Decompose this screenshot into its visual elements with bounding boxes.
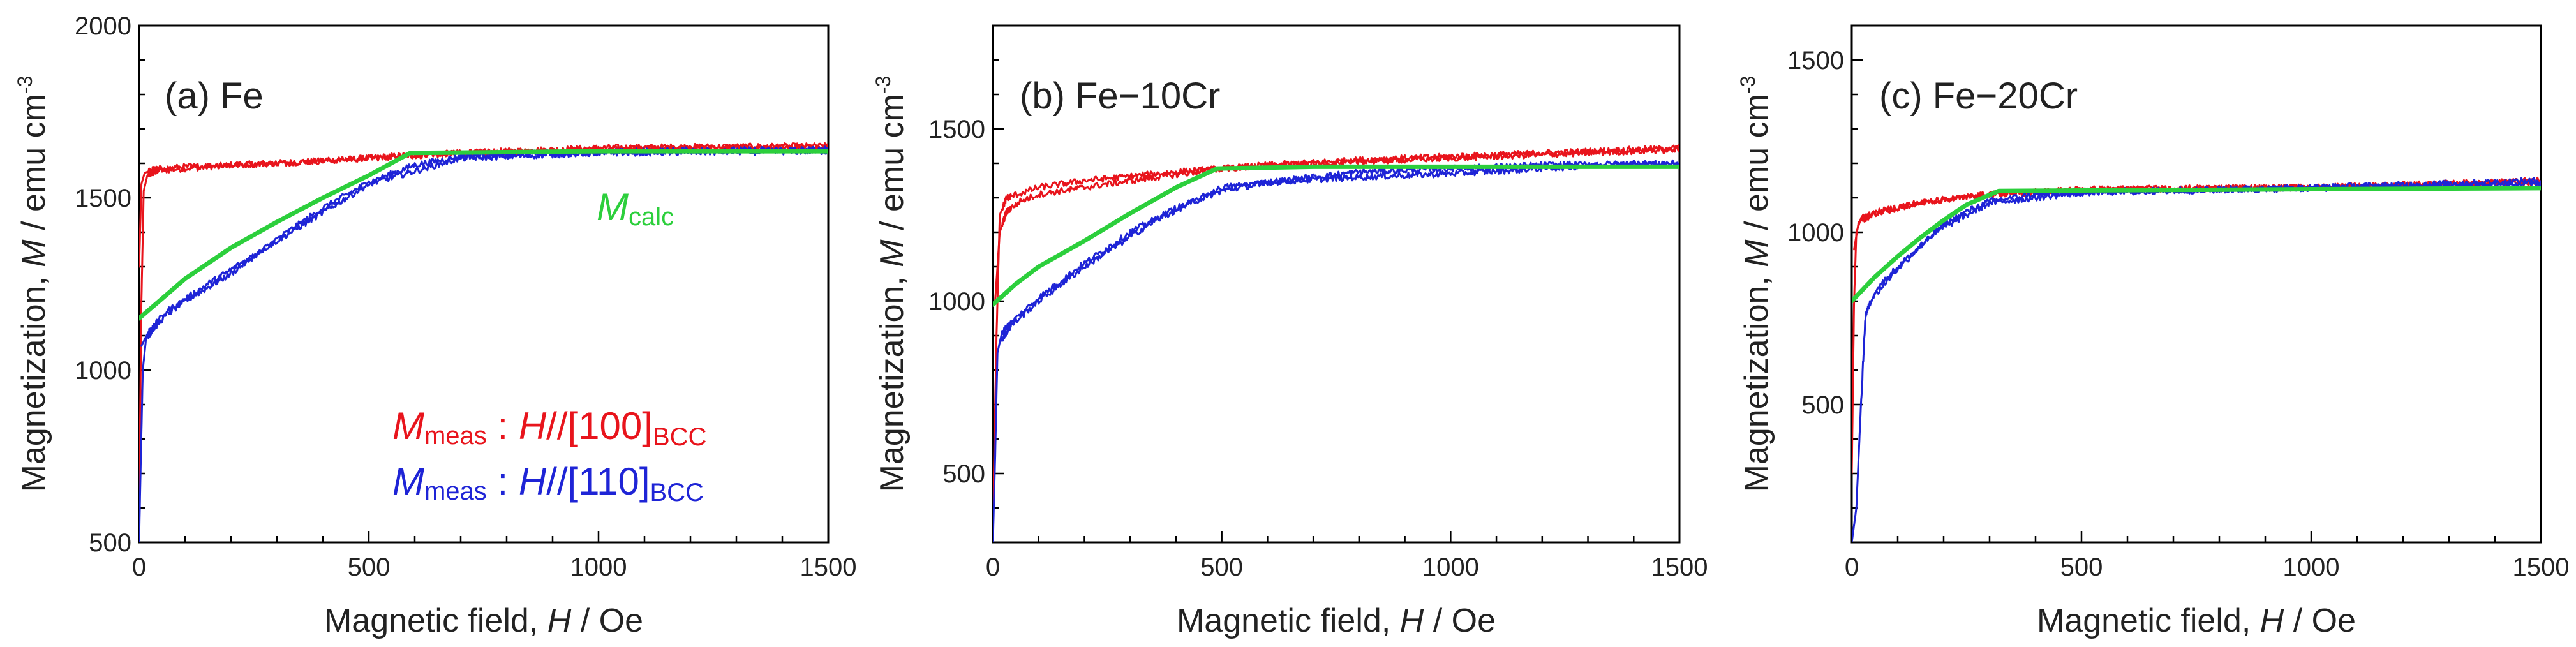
legend-meas-110-h: H bbox=[519, 460, 547, 503]
panel-b: 0 500 1000 1500 500 1000 1500 (b) Fe−10Cr Magn… bbox=[872, 24, 1708, 639]
y-tick-label: 1500 bbox=[928, 115, 985, 144]
tick-group: 0 500 1000 1500 500 1000 1500 bbox=[1787, 24, 2570, 581]
legend-entry-meas-100: Mmeas : H//[100]BCC bbox=[392, 405, 706, 451]
series-group bbox=[993, 144, 1679, 542]
series-line-red bbox=[139, 142, 828, 509]
x-tick-label: 0 bbox=[1845, 553, 1859, 581]
series-line-blue bbox=[1869, 180, 2541, 303]
series-line-blue bbox=[1852, 177, 2541, 542]
x-axis-label-unit: / Oe bbox=[571, 602, 643, 639]
series-line-green bbox=[1852, 186, 2541, 304]
x-tick-label: 500 bbox=[2060, 553, 2103, 581]
plot-frame bbox=[992, 24, 1681, 544]
legend-meas-100-symbol: M bbox=[392, 405, 424, 447]
legend-meas-110-sub: meas bbox=[424, 477, 487, 505]
y-tick-label: 1000 bbox=[928, 288, 985, 316]
y-tick-label: 1500 bbox=[1787, 47, 1844, 75]
y-tick-label: 500 bbox=[89, 529, 131, 557]
panel-label: (c) Fe−20Cr bbox=[1879, 75, 2078, 117]
x-axis-label-unit: / Oe bbox=[2284, 602, 2356, 639]
x-axis-label: Magnetic field, H / Oe bbox=[1177, 602, 1496, 639]
x-axis-label-symbol: H bbox=[547, 602, 572, 639]
x-axis-label-symbol: H bbox=[2260, 602, 2284, 639]
series-line-green bbox=[139, 149, 828, 321]
y-axis-label: Magnetization, M / emu cm-3 bbox=[1736, 76, 1775, 493]
legend-meas-100-dir: //[100] bbox=[546, 405, 653, 447]
x-tick-label: 1000 bbox=[570, 553, 627, 581]
plot-frame bbox=[1850, 24, 2542, 544]
x-axis-label: Magnetic field, H / Oe bbox=[324, 602, 643, 639]
y-tick-label: 1000 bbox=[75, 357, 131, 385]
y-axis-label-symbol: M bbox=[15, 239, 52, 267]
legend-meas-110-sep: : bbox=[487, 460, 519, 503]
series-line-red bbox=[993, 144, 1679, 526]
x-tick-label: 500 bbox=[348, 553, 391, 581]
x-tick-label: 1500 bbox=[800, 553, 857, 581]
x-tick-label: 0 bbox=[986, 553, 1000, 581]
series-line-blue bbox=[140, 147, 828, 347]
x-tick-label: 1000 bbox=[1422, 553, 1479, 581]
y-tick-label: 500 bbox=[942, 460, 985, 488]
annotation-m-calc-symbol: M bbox=[597, 186, 629, 228]
series-group bbox=[139, 142, 828, 542]
y-axis-label-exponent: -3 bbox=[872, 76, 895, 94]
series-line-blue bbox=[993, 160, 1679, 542]
y-axis-label-unit: / emu cm bbox=[1738, 94, 1775, 239]
y-axis-label: Magnetization, M / emu cm-3 bbox=[13, 76, 52, 493]
x-axis-label-symbol: H bbox=[1400, 602, 1424, 639]
y-tick-label: 500 bbox=[1801, 391, 1844, 419]
y-axis-label: Magnetization, M / emu cm-3 bbox=[872, 76, 911, 493]
legend-meas-110-dir: //[110] bbox=[546, 460, 650, 503]
legend-meas-100-sep: : bbox=[487, 405, 519, 447]
annotation-m-calc: Mcalc bbox=[597, 186, 674, 231]
x-tick-label: 500 bbox=[1200, 553, 1243, 581]
legend-meas-110-symbol: M bbox=[392, 460, 424, 503]
y-axis-label-symbol: M bbox=[1738, 239, 1775, 267]
x-axis-label-unit: / Oe bbox=[1424, 602, 1496, 639]
series-line-green bbox=[993, 164, 1679, 307]
x-axis-label-main: Magnetic field, bbox=[1177, 602, 1400, 639]
x-axis-label-main: Magnetic field, bbox=[2037, 602, 2260, 639]
y-axis-label-exponent: -3 bbox=[13, 76, 36, 94]
legend-meas-110-phase: BCC bbox=[650, 479, 704, 507]
panel-label: (a) Fe bbox=[165, 75, 264, 117]
y-tick-label: 2000 bbox=[75, 12, 131, 40]
y-axis-label-exponent: -3 bbox=[1736, 76, 1759, 94]
y-axis-label-unit: / emu cm bbox=[874, 94, 911, 239]
legend-meas-100-sub: meas bbox=[424, 422, 487, 450]
y-axis-label-main: Magnetization, bbox=[1738, 267, 1775, 493]
series-line-red bbox=[139, 143, 828, 268]
series-line-red bbox=[994, 145, 1679, 302]
x-tick-label: 0 bbox=[132, 553, 146, 581]
legend-meas-100-h: H bbox=[519, 405, 547, 447]
legend-entry-meas-110: Mmeas : H//[110]BCC bbox=[392, 460, 704, 507]
annotation-m-calc-sub: calc bbox=[629, 203, 674, 231]
panel-label: (b) Fe−10Cr bbox=[1020, 75, 1220, 117]
y-tick-label: 1000 bbox=[1787, 219, 1844, 247]
series-group bbox=[1852, 176, 2541, 542]
y-tick-label: 1500 bbox=[75, 184, 131, 212]
x-tick-label: 1000 bbox=[2283, 553, 2340, 581]
x-tick-label: 1500 bbox=[2513, 553, 2570, 581]
y-axis-label-main: Magnetization, bbox=[15, 267, 52, 493]
y-axis-label-unit: / emu cm bbox=[15, 94, 52, 239]
plot-frame bbox=[138, 24, 830, 544]
legend-meas-100-phase: BCC bbox=[653, 423, 706, 451]
y-axis-label-main: Magnetization, bbox=[874, 267, 911, 493]
panel-c: 0 500 1000 1500 500 1000 1500 (c) Fe−20Cr Magn… bbox=[1736, 24, 2570, 639]
x-tick-label: 1500 bbox=[1651, 553, 1708, 581]
series-line-blue bbox=[999, 159, 1679, 344]
x-axis-label-main: Magnetic field, bbox=[324, 602, 547, 639]
tick-group: 0 500 1000 1500 500 1000 1500 bbox=[928, 24, 1708, 581]
y-axis-label-symbol: M bbox=[874, 239, 911, 267]
x-axis-label: Magnetic field, H / Oe bbox=[2037, 602, 2356, 639]
